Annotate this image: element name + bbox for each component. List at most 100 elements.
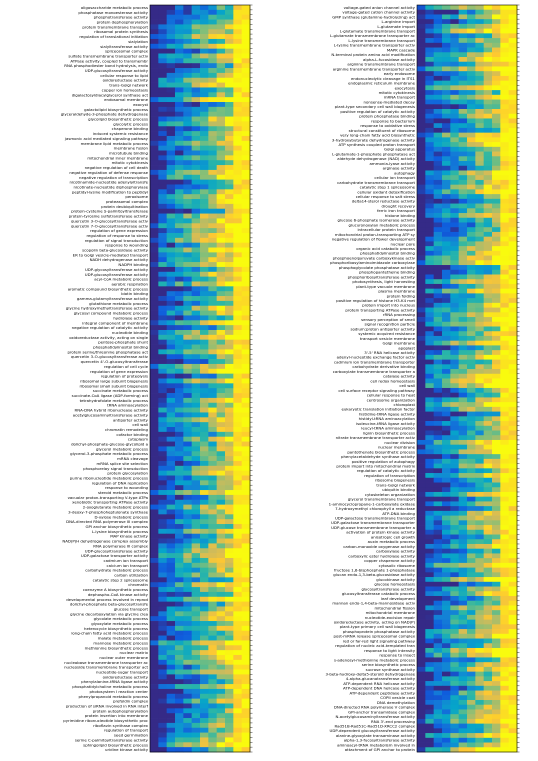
heatmap-cell: [442, 85, 451, 91]
heatmap-cell: [442, 52, 451, 58]
heatmap-cell: [500, 170, 510, 176]
row-label: N-acetylglucosaminyltransferase activity: [335, 714, 415, 719]
heatmap-cell: [433, 605, 443, 611]
heatmap-cell: [183, 218, 193, 224]
heatmap-cell: [492, 733, 501, 739]
heatmap-cell: [417, 629, 426, 635]
heatmap-cell: [483, 66, 493, 72]
heatmap-cell: [200, 359, 209, 365]
heatmap-cell: [442, 392, 451, 398]
heatmap-cell: [233, 310, 243, 316]
row-label: cofactor binding: [116, 432, 148, 437]
heatmap-cell: [191, 339, 201, 345]
heatmap-cell: [225, 378, 234, 384]
heatmap-cell: [216, 504, 226, 510]
heatmap-cell: [508, 643, 518, 649]
heatmap-cell: [425, 19, 435, 25]
heatmap-cell: [475, 610, 485, 616]
heatmap-cell: [442, 411, 451, 417]
heatmap-cell: [508, 430, 518, 436]
heatmap-cell: [158, 465, 168, 472]
heatmap-cell: [191, 359, 201, 365]
heatmap-cell: [216, 509, 226, 515]
heatmap-cell: [191, 625, 201, 632]
heatmap-cell: [442, 208, 451, 214]
heatmap-cell: [200, 528, 209, 535]
heatmap-cell: [508, 179, 518, 186]
row-label: nuclear pore: [390, 241, 415, 246]
heatmap-cell: [500, 463, 510, 469]
heatmap-cell: [475, 510, 485, 516]
heatmap-cell: [483, 723, 493, 729]
heatmap-cell: [433, 383, 443, 389]
heatmap-cell: [492, 302, 501, 308]
heatmap-cell: [200, 305, 209, 311]
heatmap-cell: [425, 624, 435, 630]
heatmap-cell: [442, 307, 451, 313]
heatmap-cell: [425, 468, 435, 474]
heatmap-cell: [425, 525, 435, 531]
row-label: mitotic cytokinesis: [379, 90, 415, 95]
heatmap-cell: [492, 671, 501, 677]
row-label: mRNA splice site selection: [97, 461, 149, 466]
heatmap-cell: [158, 106, 168, 113]
heatmap-cell: [200, 14, 209, 20]
heatmap-cell: [492, 42, 501, 48]
heatmap-cell: [492, 572, 501, 578]
row-label: N-terminal protein amino acid modificati…: [331, 52, 415, 57]
heatmap-cell: [158, 77, 168, 83]
heatmap-cell: [417, 577, 426, 583]
heatmap-cell: [492, 340, 501, 346]
heatmap-cell: [241, 422, 251, 428]
heatmap-cell: [216, 5, 226, 11]
heatmap-cell: [150, 494, 159, 501]
heatmap-cell: [191, 582, 201, 588]
heatmap-cell: [433, 406, 443, 412]
heatmap-cell: [433, 213, 443, 219]
heatmap-cell: [492, 165, 501, 171]
heatmap-cell: [492, 600, 501, 606]
heatmap-cell: [166, 126, 176, 132]
heatmap-cell: [225, 359, 234, 365]
heatmap-cell: [216, 97, 226, 103]
heatmap-cell: [233, 524, 243, 530]
heatmap-cell: [175, 519, 184, 525]
heatmap-cell: [183, 582, 193, 588]
row-label: rRNA processing: [383, 312, 416, 317]
heatmap-cell: [233, 38, 243, 45]
heatmap-cell: [191, 247, 201, 253]
heatmap-cell: [467, 491, 476, 498]
row-label: phenylalanine-tRNA ligase activity: [81, 679, 149, 684]
heatmap-cell: [200, 213, 209, 219]
heatmap-cell: [458, 231, 468, 238]
heatmap-cell: [500, 662, 510, 668]
heatmap-cell: [191, 703, 201, 709]
row-label: serine biosynthetic process: [362, 662, 415, 667]
heatmap-cell: [183, 727, 193, 733]
heatmap-cell: [166, 747, 176, 753]
heatmap-cell: [450, 416, 460, 422]
row-label: pentose-phosphate shunt: [98, 340, 148, 345]
row-label: carbon-monoxide oxygenase activity: [343, 544, 415, 549]
heatmap-cell: [208, 14, 218, 20]
heatmap-cell: [166, 276, 176, 282]
heatmap-cell: [158, 237, 168, 244]
heatmap-cell: [158, 34, 168, 40]
heatmap-cell: [458, 662, 468, 668]
heatmap-cell: [216, 247, 226, 253]
heatmap-cell: [150, 349, 159, 355]
row-label: positive regulation of autophagy: [352, 459, 416, 464]
heatmap-cell: [475, 298, 485, 304]
heatmap-cell: [183, 344, 193, 350]
heatmap-cell: [508, 695, 518, 701]
heatmap-cell: [158, 698, 168, 704]
heatmap-cell: [150, 412, 159, 418]
heatmap-cell: [467, 577, 476, 583]
heatmap-cell: [166, 412, 176, 418]
heatmap-cell: [150, 718, 159, 724]
heatmap-cell: [450, 605, 460, 611]
heatmap-cell: [200, 465, 209, 472]
heatmap-cell: [150, 543, 159, 549]
heatmap-cell: [475, 387, 485, 394]
heatmap-cell: [191, 499, 201, 505]
